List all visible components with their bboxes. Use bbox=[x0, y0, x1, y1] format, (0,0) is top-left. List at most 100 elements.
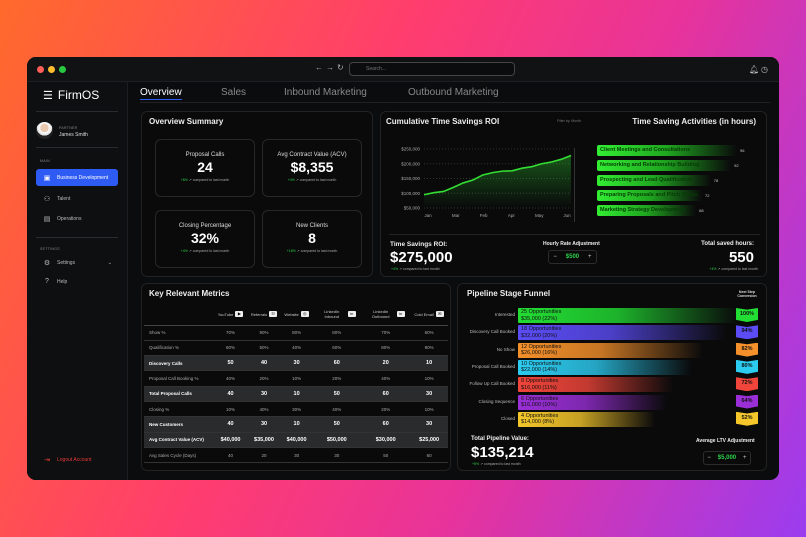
roi-chart: $50,000 $100,000 $150,000 $200,000 $250,000 J… bbox=[401, 147, 572, 218]
conversion-badge: 80% bbox=[736, 359, 758, 374]
sidebar-item-help[interactable]: ? Help bbox=[36, 273, 118, 290]
table-cell: 10% bbox=[280, 370, 313, 387]
kpi-change: +4% ↗ compared to last month bbox=[180, 249, 230, 253]
minimize-window-button[interactable] bbox=[48, 66, 55, 73]
stage-bar: 10 Opportunities $22,000 (14%) bbox=[518, 359, 691, 375]
tab-inbound-marketing[interactable]: Inbound Marketing bbox=[284, 87, 367, 98]
table-cell: 60 bbox=[410, 447, 448, 464]
table-cell: 80% bbox=[361, 340, 411, 357]
table-cell: 40% bbox=[214, 370, 248, 387]
table-cell: 60 bbox=[361, 416, 411, 433]
stage-bar: 4 Opportunities $14,000 (8%) bbox=[518, 411, 656, 427]
kpi-card: New Clients 8 +16% ↗ compared to last mont… bbox=[262, 210, 362, 268]
table-cell: 10 bbox=[410, 355, 448, 372]
table-row: Closing % 10% 40% 30% 40% 20% 10% bbox=[144, 401, 448, 418]
sidebar-item-operations[interactable]: ▤ Operations bbox=[36, 210, 118, 227]
maximize-window-button[interactable] bbox=[59, 66, 66, 73]
increment-button[interactable]: + bbox=[743, 455, 747, 461]
stage-opportunities: 8 Opportunities bbox=[521, 378, 559, 385]
activity-bar: Marketing Strategy Development bbox=[597, 205, 697, 216]
users-icon: ⚇ bbox=[43, 195, 51, 203]
table-cell: 10 bbox=[280, 416, 313, 433]
key-metrics-panel: Key Relevant Metrics YouTube ▶ Referrals ☷ W… bbox=[141, 283, 451, 471]
panel-title: Key Relevant Metrics bbox=[149, 289, 230, 298]
overview-summary-panel: Overview Summary Proposal Calls 24 +8% ↗ c… bbox=[141, 111, 373, 277]
table-cell: 60 bbox=[361, 386, 411, 402]
kpi-value: $8,355 bbox=[290, 159, 334, 175]
table-cell: $40,000 bbox=[214, 432, 248, 448]
activity-hours: 68 bbox=[699, 208, 704, 213]
table-cell: 60% bbox=[312, 340, 362, 357]
building-icon: ▤ bbox=[43, 215, 51, 223]
kpi-value: 24 bbox=[197, 159, 213, 175]
stage-opportunities: 12 Opportunities bbox=[521, 343, 562, 350]
stage-value: $16,000 (10%) bbox=[521, 402, 558, 408]
clock-icon[interactable]: ◷ bbox=[761, 65, 768, 74]
series-line bbox=[423, 154, 572, 196]
row-label: Show % bbox=[144, 325, 214, 341]
activity-hours: 92 bbox=[734, 163, 739, 168]
back-icon[interactable]: ← bbox=[315, 63, 326, 72]
sidebar-item-talent[interactable]: ⚇ Talent bbox=[36, 190, 118, 207]
close-window-button[interactable] bbox=[37, 66, 44, 73]
row-label: Proposal Call Booking % bbox=[144, 370, 214, 387]
table-row: Discovery Calls 50 40 30 60 20 10 bbox=[144, 355, 448, 372]
search-input[interactable] bbox=[349, 62, 515, 76]
funnel-stage: Closing Sequence 6 Opportunities $16,000 (… bbox=[458, 394, 768, 410]
bell-icon[interactable]: 🔔︎ bbox=[749, 65, 760, 74]
ltv-stepper[interactable]: − $5,000 + bbox=[703, 451, 751, 465]
stage-value: $16,000 (11%) bbox=[521, 384, 557, 391]
conversion-badge: 64% bbox=[736, 394, 758, 409]
activity-bar: Prospecting and Lead Qualification bbox=[597, 175, 711, 186]
total-pipeline-label: Total Pipeline Value: bbox=[471, 436, 529, 442]
y-tick-label: $50,000 bbox=[404, 206, 421, 211]
user-name: James Smith bbox=[59, 132, 88, 138]
table-cell: 50 bbox=[214, 355, 248, 372]
table-cell: 20 bbox=[361, 355, 411, 372]
sidebar-item-settings[interactable]: ⚙ Settings ⌄ bbox=[36, 254, 118, 271]
stage-label: No Show bbox=[496, 346, 515, 352]
table-row: Avg Contract Value (ACV) $40,000 $35,000 $4… bbox=[144, 432, 448, 448]
forward-icon[interactable]: → bbox=[326, 63, 337, 72]
conversion-badge: 82% bbox=[736, 342, 758, 357]
table-cell: 20% bbox=[247, 370, 281, 387]
conversion-badge: 94% bbox=[736, 325, 758, 340]
column-header: LinkedIn Outbound in bbox=[361, 304, 411, 326]
kpi-change: +16% ↗ compared to last month bbox=[286, 249, 338, 253]
chevron-down-icon: ⌄ bbox=[107, 259, 112, 266]
column-header: LinkedIn Inbound in bbox=[312, 304, 362, 326]
decrement-button[interactable]: − bbox=[707, 455, 711, 461]
table-cell: 60% bbox=[214, 340, 248, 357]
x-tick-label: Jun bbox=[563, 213, 571, 218]
roi-panel: Cumulative Time Savings ROI Filter by: M… bbox=[380, 111, 767, 277]
row-label: Total Proposal Calls bbox=[144, 386, 214, 402]
total-change: +5% bbox=[472, 462, 480, 466]
change-note: compared to last month bbox=[300, 249, 338, 253]
funnel-stage: Discovery Call Booked 18 Opportunities $32… bbox=[458, 325, 768, 341]
increment-button[interactable]: + bbox=[588, 254, 592, 260]
youtube-icon: ▶ bbox=[235, 311, 244, 318]
decrement-button[interactable]: − bbox=[553, 254, 557, 260]
stage-label: Discovery Call Booked bbox=[469, 329, 515, 335]
table-row: Proposal Call Booking % 40% 20% 10% 20% 40% 10… bbox=[144, 370, 448, 387]
sidebar-item-label: Operations bbox=[57, 215, 82, 222]
column-header: YouTube ▶ bbox=[214, 304, 248, 326]
reload-icon[interactable]: ↻ bbox=[337, 63, 347, 72]
hourly-rate-stepper[interactable]: − $500 + bbox=[548, 250, 597, 264]
kpi-label: Closing Percentage bbox=[178, 223, 232, 229]
section-label-main: MAIN bbox=[40, 159, 50, 163]
table-row: Qualification % 60% 50% 40% 60% 80% 90% bbox=[144, 340, 448, 357]
kpi-change: +4% ↗ compared to last month bbox=[287, 178, 337, 182]
column-label: LinkedIn Inbound bbox=[324, 309, 340, 320]
tab-outbound-marketing[interactable]: Outbound Marketing bbox=[408, 87, 499, 98]
tab-overview[interactable]: Overview bbox=[140, 87, 182, 100]
logout-button[interactable]: ⇥ Logout Account bbox=[36, 451, 118, 468]
sidebar-item-business-development[interactable]: ▣ Business Development bbox=[36, 169, 118, 186]
change-percent: +8% bbox=[180, 178, 188, 182]
change-note: compared to last month bbox=[192, 178, 230, 182]
y-tick-label: $200,000 bbox=[401, 161, 420, 166]
tab-sales[interactable]: Sales bbox=[221, 87, 247, 98]
pipeline-funnel-panel: Pipeline Stage Funnel Next Step Conversi… bbox=[457, 283, 767, 471]
filter-dropdown[interactable]: Filter by: Month bbox=[557, 119, 582, 123]
hours-change: +4% bbox=[709, 267, 717, 271]
